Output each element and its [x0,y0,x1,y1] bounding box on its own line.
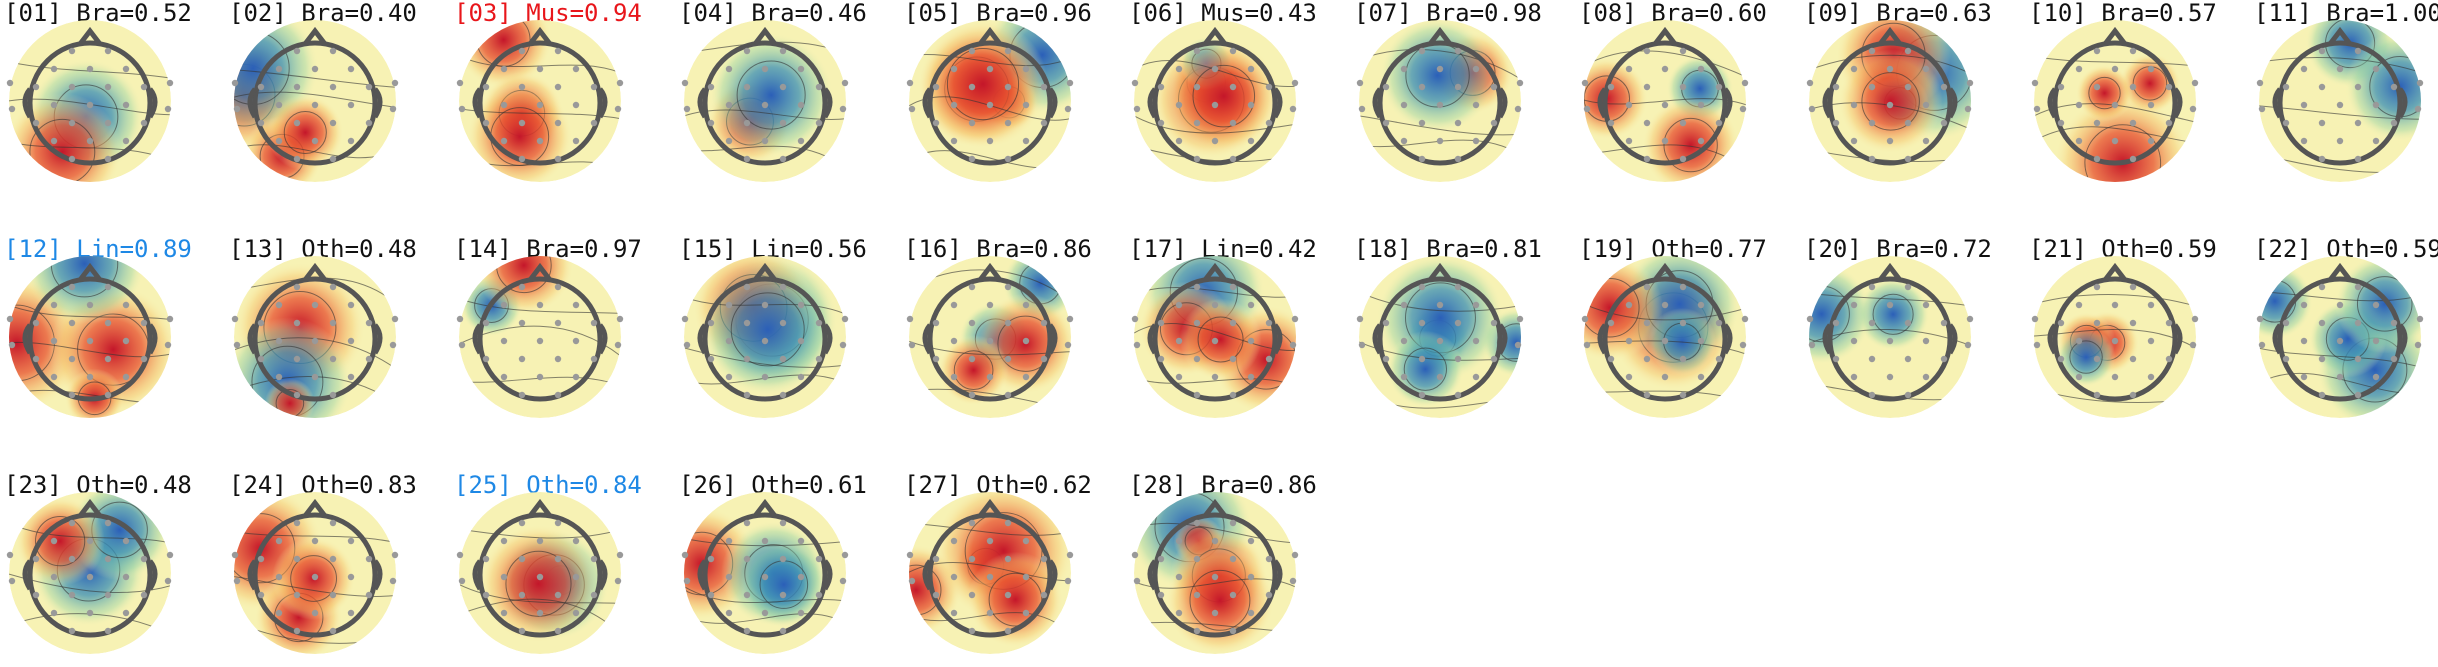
topomap [909,20,1071,182]
component-tile: [07] Bra=0.98 [1354,0,1542,182]
head-outline [1597,262,1733,402]
electrodes [1356,283,1524,399]
head-outline [922,26,1058,166]
electrodes [906,283,1074,399]
head-outline [1147,26,1283,166]
electrodes [2031,283,2199,399]
head-outline [697,498,833,638]
component-tile: [22] Oth=0.59 [2254,235,2438,418]
component-tile: [26] Oth=0.61 [679,471,867,654]
head-outline [2272,26,2408,166]
component-tile: [28] Bra=0.86 [1129,471,1317,654]
head-outline [247,498,383,638]
component-tile: [11] Bra=1.00 [2254,0,2438,182]
electrodes [456,47,624,163]
electrodes [456,519,624,635]
head-outline [472,498,608,638]
head-outline [697,26,833,166]
head-outline [697,262,833,402]
head-outline [2272,262,2408,402]
topomap [1584,256,1746,418]
component-tile: [14] Bra=0.97 [454,235,642,418]
electrodes [1581,283,1749,399]
component-tile: [27] Oth=0.62 [904,471,1092,654]
electrodes [456,283,624,399]
component-tile: [25] Oth=0.84 [454,471,642,654]
topomap [234,492,396,654]
head-outline [2047,26,2183,166]
electrodes [231,47,399,163]
electrodes [1806,47,1974,163]
electrodes [906,519,1074,635]
electrodes [6,519,174,635]
electrodes [1581,47,1749,163]
head-outline [1597,26,1733,166]
electrodes [906,47,1074,163]
component-tile: [24] Oth=0.83 [229,471,417,654]
electrodes [2256,283,2424,399]
component-tile: [09] Bra=0.63 [1804,0,1992,182]
head-outline [1822,26,1958,166]
electrodes [231,283,399,399]
electrodes [1356,47,1524,163]
component-tile: [08] Bra=0.60 [1579,0,1767,182]
electrodes [681,47,849,163]
component-tile: [15] Lin=0.56 [679,235,867,418]
topomap [684,256,846,418]
electrodes [681,519,849,635]
component-tile: [12] Lin=0.89 [4,235,192,418]
electrodes [6,283,174,399]
component-tile: [03] Mus=0.94 [454,0,642,182]
head-outline [1372,262,1508,402]
head-outline [1147,498,1283,638]
component-tile: [13] Oth=0.48 [229,235,417,418]
component-tile: [16] Bra=0.86 [904,235,1092,418]
electrodes [1131,47,1299,163]
electrodes [2256,47,2424,163]
component-tile: [10] Bra=0.57 [2029,0,2217,182]
component-tile: [01] Bra=0.52 [4,0,192,182]
electrodes [1131,519,1299,635]
head-outline [247,26,383,166]
component-tile: [02] Bra=0.40 [229,0,417,182]
electrodes [2031,47,2199,163]
electrodes [6,47,174,163]
head-outline [922,262,1058,402]
head-outline [1822,262,1958,402]
component-tile: [23] Oth=0.48 [4,471,192,654]
head-outline [1372,26,1508,166]
component-tile: [17] Lin=0.42 [1129,235,1317,418]
topomap [2259,20,2421,182]
head-outline [922,498,1058,638]
electrodes [231,519,399,635]
component-tile: [06] Mus=0.43 [1129,0,1317,182]
electrodes [1806,283,1974,399]
head-outline [22,262,158,402]
head-outline [1147,262,1283,402]
head-outline [472,262,608,402]
component-tile: [05] Bra=0.96 [904,0,1092,182]
topomap [234,256,396,418]
electrodes [1131,283,1299,399]
component-tile: [18] Bra=0.81 [1354,235,1542,418]
head-outline [22,498,158,638]
topomap [234,20,396,182]
component-tile: [21] Oth=0.59 [2029,235,2217,418]
topomap [1809,20,1971,182]
head-outline [247,262,383,402]
component-tile: [04] Bra=0.46 [679,0,867,182]
component-tile: [19] Oth=0.77 [1579,235,1767,418]
component-tile: [20] Bra=0.72 [1804,235,1992,418]
head-outline [472,26,608,166]
head-outline [2047,262,2183,402]
head-outline [22,26,158,166]
electrodes [681,283,849,399]
